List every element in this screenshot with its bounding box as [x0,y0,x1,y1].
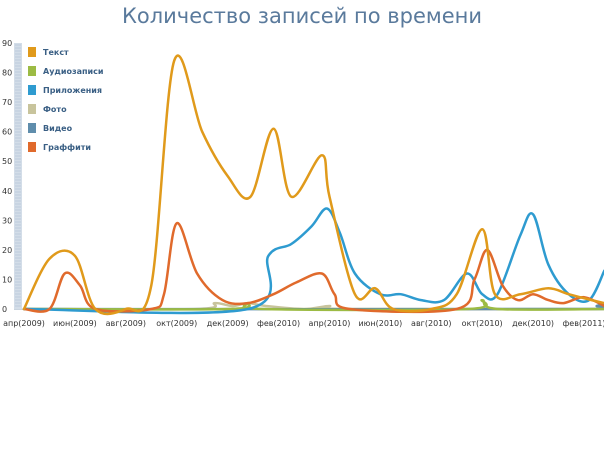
x-tick-label: июн(2009) [53,319,97,328]
y-tick-label: 40 [2,187,12,196]
y-tick-label: 80 [2,69,12,78]
series-line-5 [22,222,604,314]
legend-swatch [28,66,36,76]
legend-swatch [28,47,36,57]
x-tick-label: июн(2010) [358,319,402,328]
legend-label: Фото [43,105,67,114]
y-axis-bar [14,43,22,309]
y-tick-label: 50 [2,157,12,166]
legend-label: Текст [43,48,69,57]
series-line-1 [22,298,604,312]
x-tick-label: фев(2011) [562,319,604,328]
series-line-2 [22,207,604,315]
legend-swatch [28,123,36,133]
legend-label: Граффити [43,143,91,152]
y-tick-label: 70 [2,98,12,107]
x-tick-label: окт(2010) [462,319,503,328]
x-tick-label: авг(2009) [106,319,146,328]
legend-label: Приложения [43,86,102,95]
legend-label: Аудиозаписи [43,67,104,76]
x-tick-label: окт(2009) [156,319,197,328]
y-tick-label: 30 [2,216,12,225]
x-tick-label: апр(2010) [309,319,351,328]
x-tick-label: авг(2010) [411,319,451,328]
y-tick-label: 90 [2,39,12,48]
chart-series-lines [22,54,604,316]
legend-swatch [28,142,36,152]
legend-swatch [28,85,36,95]
y-tick-label: 0 [2,305,7,314]
y-tick-label: 10 [2,275,12,284]
series-line-0 [22,54,604,316]
chart-title: Количество записей по времени [121,4,483,28]
legend-swatch [28,104,36,114]
y-tick-label: 60 [2,128,12,137]
x-tick-label: фев(2010) [257,319,300,328]
legend-label: Видео [43,124,73,133]
chart-legend: Текст Аудиозаписи Приложения Фото Видео Графф… [28,47,104,152]
y-tick-label: 20 [2,246,12,255]
x-tick-label: дек(2010) [512,319,554,328]
x-tick-label: апр(2009) [3,319,45,328]
x-tick-label: дек(2009) [207,319,249,328]
